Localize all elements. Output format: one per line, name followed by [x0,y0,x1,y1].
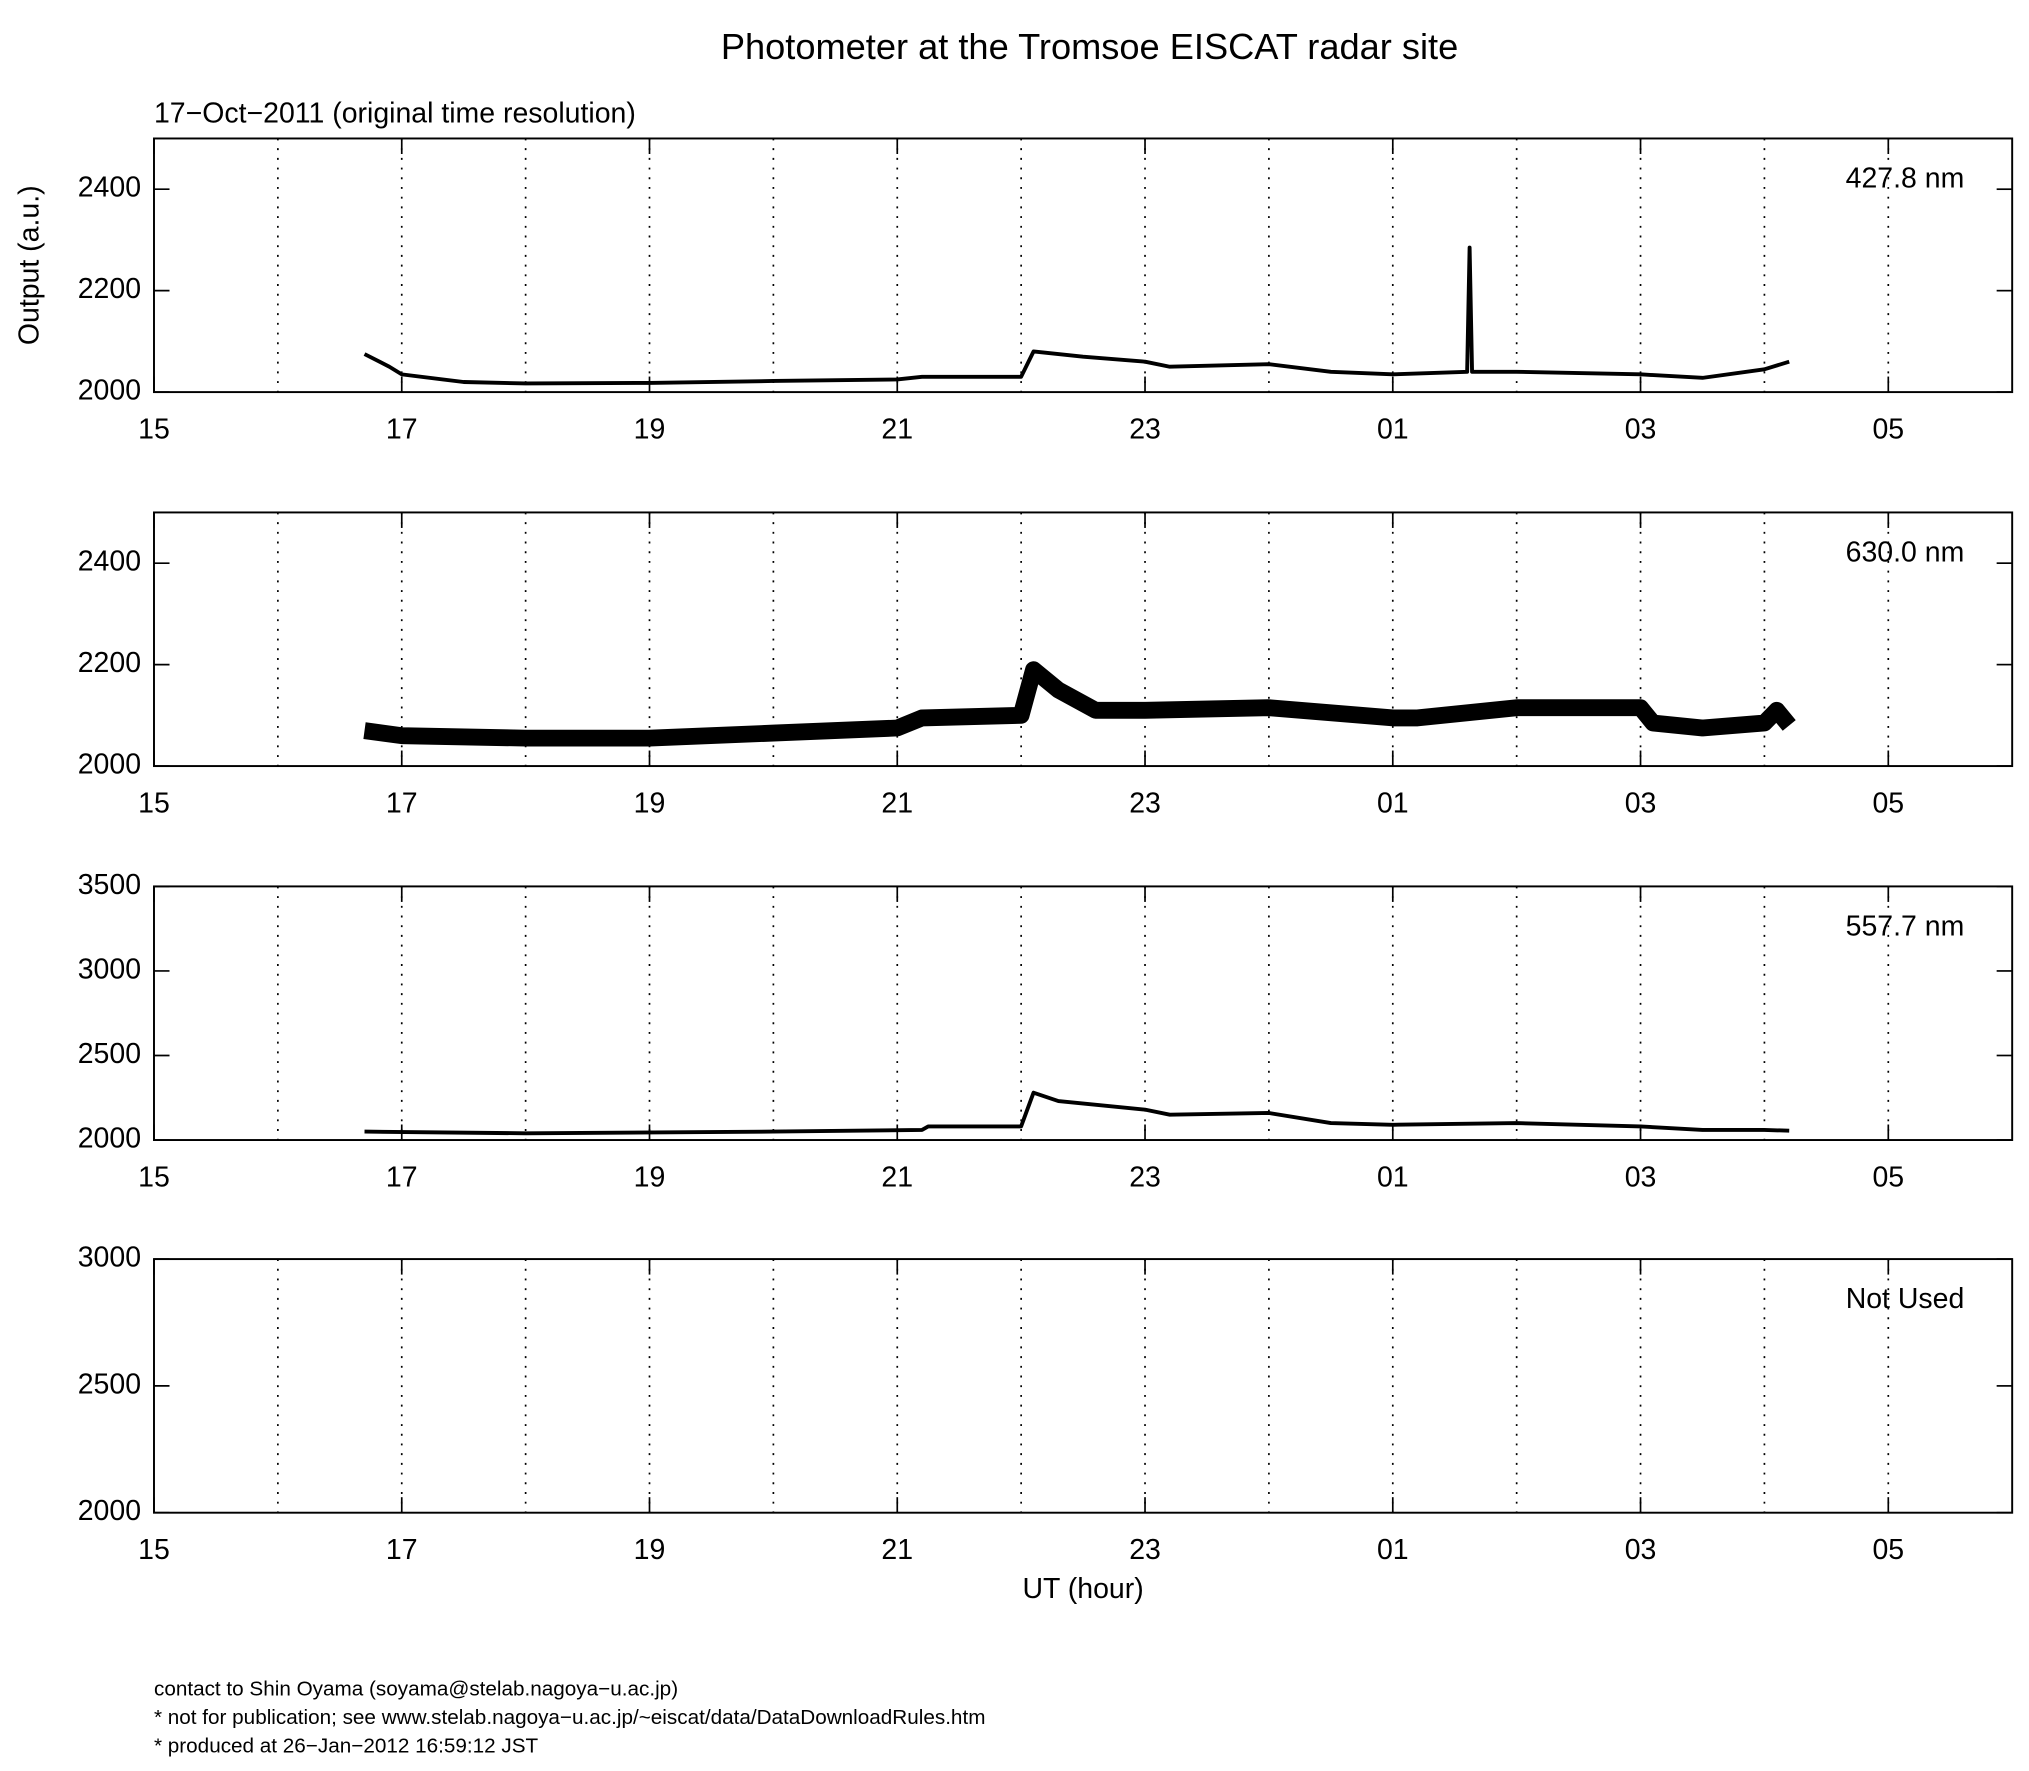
x-tick-label: 05 [1872,1161,1904,1193]
panel-annotation: 557.7 nm [1846,910,1965,942]
x-tick-label: 01 [1377,413,1409,445]
x-axis-label: UT (hour) [1022,1573,1143,1605]
x-tick-label: 19 [634,787,666,819]
y-tick-label: 2000 [78,375,141,407]
x-tick-label: 23 [1129,1161,1161,1193]
x-tick-label: 05 [1872,787,1904,819]
panel-annotation: 427.8 nm [1846,162,1965,194]
x-tick-label: 15 [138,1161,170,1193]
y-axis-label: Output (a.u.) [14,185,46,345]
data-line [363,661,1796,747]
footer-line: * not for publication; see www.stelab.na… [154,1706,985,1729]
y-tick-label: 2400 [78,546,141,578]
x-tick-label: 01 [1377,1534,1409,1566]
y-tick-label: 3500 [78,869,141,901]
x-tick-label: 19 [634,1534,666,1566]
footer-line: * produced at 26−Jan−2012 16:59:12 JST [154,1734,539,1757]
x-tick-label: 17 [386,413,418,445]
data-line [364,1090,1790,1136]
panel: 15 17 19 21 23 01 03 05 2000 2500 3000 3500 557.7 nm [78,869,2014,1193]
y-tick-label: 3000 [78,1242,141,1274]
x-tick-label: 03 [1625,1534,1657,1566]
plot-frame [153,885,2014,1142]
panel: 15 17 19 21 23 01 03 05 2000 2200 2400 630.0 nm [78,511,2014,819]
x-tick-label: 15 [138,787,170,819]
plot-frame [153,1258,2014,1514]
x-tick-label: 21 [881,787,913,819]
x-tick-label: 23 [1129,787,1161,819]
x-tick-label: 21 [881,1161,913,1193]
y-tick-label: 2500 [78,1038,141,1070]
panel-annotation: 630.0 nm [1846,536,1965,568]
x-tick-label: 01 [1377,1161,1409,1193]
x-tick-label: 23 [1129,1534,1161,1566]
y-tick-label: 2000 [78,749,141,781]
subtitle: 17−Oct−2011 (original time resolution) [154,98,636,130]
footer-line: contact to Shin Oyama (soyama@stelab.nag… [154,1677,678,1700]
x-tick-label: 21 [881,413,913,445]
x-tick-label: 01 [1377,787,1409,819]
x-tick-label: 05 [1872,413,1904,445]
y-tick-label: 2200 [78,647,141,679]
x-tick-label: 17 [386,1534,418,1566]
x-tick-label: 19 [634,1161,666,1193]
x-tick-label: 03 [1625,1161,1657,1193]
x-tick-label: 03 [1625,787,1657,819]
panel: 15 17 19 21 23 01 03 05 2000 2500 3000 Not Used UT (… [78,1242,2014,1605]
data-line [363,245,1790,386]
x-tick-label: 19 [634,413,666,445]
x-tick-label: 17 [386,1161,418,1193]
y-tick-label: 2000 [78,1495,141,1527]
x-tick-label: 15 [138,1534,170,1566]
plot-frame [153,137,2014,394]
y-tick-label: 2000 [78,1123,141,1155]
x-tick-label: 03 [1625,413,1657,445]
x-tick-label: 17 [386,787,418,819]
y-tick-label: 2200 [78,273,141,305]
panel-annotation: Not Used [1846,1283,1965,1315]
x-tick-label: 05 [1872,1534,1904,1566]
x-tick-label: 23 [1129,413,1161,445]
x-tick-label: 21 [881,1534,913,1566]
x-tick-label: 15 [138,413,170,445]
panel: 15 17 19 21 23 01 03 05 2000 2200 2400 427.8 nm Outp… [14,137,2014,445]
y-tick-label: 3000 [78,953,141,985]
y-tick-label: 2500 [78,1368,141,1400]
title: Photometer at the Tromsoe EISCAT radar s… [721,26,1458,67]
y-tick-label: 2400 [78,172,141,204]
plot-frame [153,511,2014,768]
